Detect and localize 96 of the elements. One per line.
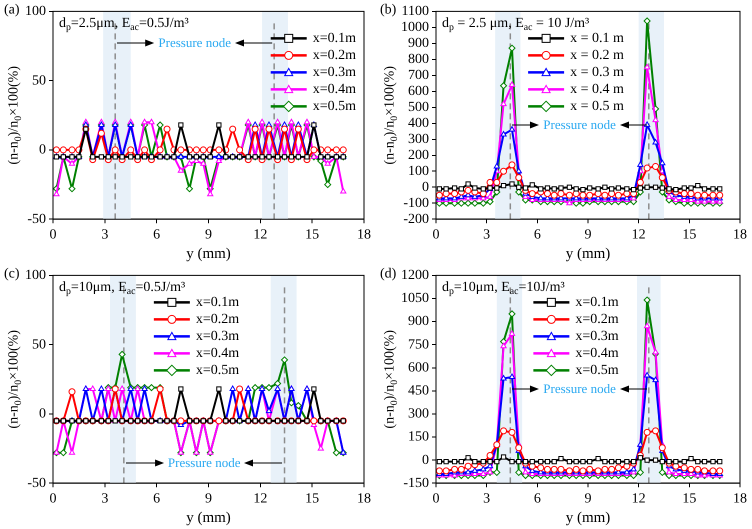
x-tick-label: 0 <box>432 491 440 506</box>
x-tick-label: 18 <box>733 227 747 242</box>
y-tick-label: -200 <box>403 212 429 227</box>
x-tick-label: 0 <box>50 227 56 242</box>
legend-label: x=0.1m <box>312 31 356 46</box>
y-tick-label: 500 <box>408 100 429 115</box>
x-axis-title: y (mm) <box>566 510 610 526</box>
y-tick-label: 100 <box>408 164 429 179</box>
legend-label: x=0.4m <box>312 82 356 98</box>
x-tick-label: 9 <box>584 491 592 506</box>
x-axis-title: y (mm) <box>186 510 231 526</box>
y-axis-title: (n-n0)/n0×100(%) <box>6 330 24 429</box>
annotation: Pressure node <box>543 380 616 396</box>
legend-label: x=0.3m <box>312 65 356 80</box>
y-tick-label: 450 <box>408 384 429 399</box>
y-tick-label: 700 <box>408 68 429 84</box>
chart-title: (b) <box>380 2 397 18</box>
y-tick-label: 0 <box>39 406 46 422</box>
legend-label: x=0.5m <box>575 363 619 378</box>
x-tick-label: 18 <box>733 491 747 506</box>
x-tick-label: 15 <box>305 491 320 506</box>
x-axis-title: y (mm) <box>186 246 231 262</box>
y-tick-label: 300 <box>408 406 429 422</box>
y-tick-label: 100 <box>25 268 46 284</box>
y-tick-label: 600 <box>408 360 429 376</box>
y-tick-label: 750 <box>408 337 429 352</box>
x-tick-label: 15 <box>682 227 696 242</box>
x-tick-label: 3 <box>483 227 490 242</box>
legend-label: x=0.1m <box>575 295 619 310</box>
x-tick-label: 6 <box>534 491 541 506</box>
y-axis-title: (n-n0)/n0×100(%) <box>6 66 24 165</box>
y-tick-label: 1000 <box>401 20 429 36</box>
x-tick-label: 3 <box>101 227 108 242</box>
y-tick-label: 900 <box>408 36 429 52</box>
y-tick-label: 50 <box>32 337 46 352</box>
y-tick-label: -50 <box>27 476 46 491</box>
legend-label: x=0.1m <box>196 295 240 310</box>
legend-label: x=0.2m <box>196 312 240 328</box>
y-tick-label: 150 <box>408 430 429 445</box>
x-tick-label: 9 <box>205 491 212 506</box>
chart-title: (a) <box>4 2 20 18</box>
y-tick-label: 1050 <box>401 291 429 306</box>
x-tick-label: 12 <box>253 227 268 242</box>
y-tick-label: 900 <box>408 314 429 330</box>
legend-label: x=0.4m <box>196 346 240 362</box>
y-tick-label: 0 <box>39 142 46 158</box>
x-tick-label: 9 <box>584 227 592 242</box>
legend-label: x = 0.2 m <box>570 48 624 64</box>
legend-label: x = 0.1 m <box>570 31 624 46</box>
y-tick-label: 0 <box>422 180 429 195</box>
y-tick-label: 300 <box>408 132 429 147</box>
y-tick-label: -100 <box>403 196 429 211</box>
y-tick-label: 1100 <box>402 4 429 20</box>
legend-label: x = 0.5 m <box>570 99 624 114</box>
legend-label: x=0.2m <box>312 48 356 64</box>
x-tick-label: 0 <box>50 491 56 506</box>
y-tick-label: 100 <box>25 4 46 20</box>
annotation: Pressure node <box>543 116 616 132</box>
y-tick-label: 400 <box>408 116 429 131</box>
y-tick-label: 200 <box>408 148 429 163</box>
y-tick-label: -50 <box>27 212 46 227</box>
y-axis-title: (n-n0)/n0×100(%) <box>382 66 400 165</box>
y-tick-label: 800 <box>408 52 429 68</box>
y-tick-label: 600 <box>408 84 429 99</box>
x-axis-title: y (mm) <box>566 246 610 262</box>
x-tick-label: 18 <box>357 491 371 506</box>
legend-label: x = 0.4 m <box>570 82 624 98</box>
x-tick-label: 18 <box>357 227 371 242</box>
x-tick-label: 12 <box>632 227 646 242</box>
x-tick-label: 3 <box>101 491 108 506</box>
y-tick-label: 0 <box>422 452 429 468</box>
y-tick-label: 1200 <box>401 268 429 284</box>
legend-label: x=0.5m <box>312 99 356 114</box>
x-tick-label: 3 <box>483 491 490 506</box>
y-tick-label: -150 <box>403 476 429 491</box>
x-tick-label: 6 <box>153 491 160 506</box>
legend-label: x=0.4m <box>575 346 619 362</box>
x-tick-label: 15 <box>682 491 696 506</box>
chart-title: (d) <box>380 266 397 282</box>
legend-label: x=0.3m <box>575 329 619 344</box>
x-tick-label: 0 <box>432 227 440 242</box>
x-tick-label: 9 <box>205 227 212 242</box>
legend-label: x=0.5m <box>196 363 240 378</box>
legend-label: x=0.3m <box>196 329 240 344</box>
annotation: Pressure node <box>168 454 241 470</box>
x-tick-label: 6 <box>534 227 541 242</box>
x-tick-label: 15 <box>305 227 320 242</box>
chart-title: (c) <box>4 266 20 282</box>
annotation: Pressure node <box>158 34 232 50</box>
y-axis-title: (n-n0)/n0×100(%) <box>382 330 400 429</box>
legend-label: x = 0.3 m <box>570 65 624 80</box>
x-tick-label: 12 <box>632 491 646 506</box>
x-tick-label: 12 <box>253 491 268 506</box>
y-tick-label: 50 <box>32 73 46 88</box>
legend-label: x=0.2m <box>575 312 619 328</box>
x-tick-label: 6 <box>153 227 160 242</box>
